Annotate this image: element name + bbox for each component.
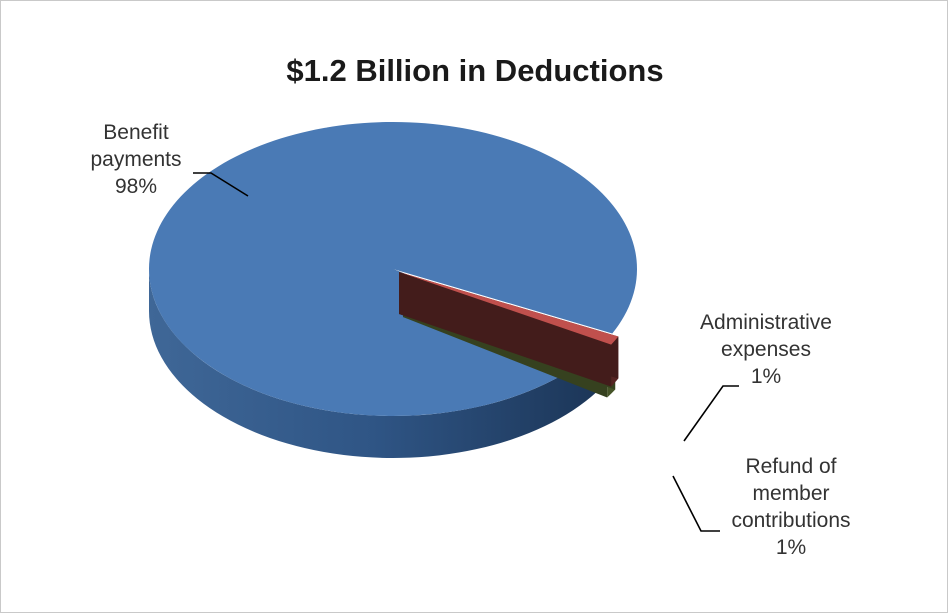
- leader-line-benefit-payments: [193, 172, 249, 197]
- slice-label-line: payments: [90, 148, 182, 171]
- slice-side: [149, 269, 598, 458]
- slice-label-line: Benefit: [103, 121, 169, 144]
- slice-label-line: expenses: [721, 338, 811, 361]
- slice-label-value: 98%: [114, 175, 158, 198]
- slice-label-line: Refund of: [745, 455, 837, 478]
- slice-label-value: 1%: [750, 365, 782, 388]
- slice-label-line: member: [752, 482, 830, 505]
- pie-slice-administrative-expenses: [399, 272, 619, 387]
- slice-cut-face: [399, 272, 612, 387]
- pie-slice-benefit-payments: [149, 121, 638, 458]
- leader-line-administrative-expenses: [683, 385, 739, 442]
- slice-top: [399, 272, 619, 345]
- leader-line-refund-of-member-contributions: [672, 475, 720, 532]
- slice-label-administrative-expenses: Administrative expenses 1%: [666, 309, 866, 390]
- slice-label-refund-of-member-contributions: Refund of member contributions 1%: [701, 453, 881, 561]
- chart-title: $1.2 Billion in Deductions: [286, 53, 664, 88]
- slice-label-benefit-payments: Benefit payments 98%: [61, 119, 211, 200]
- slice-label-line: contributions: [731, 509, 851, 532]
- slice-label-value: 1%: [775, 536, 807, 559]
- slice-label-line: Administrative: [700, 311, 832, 334]
